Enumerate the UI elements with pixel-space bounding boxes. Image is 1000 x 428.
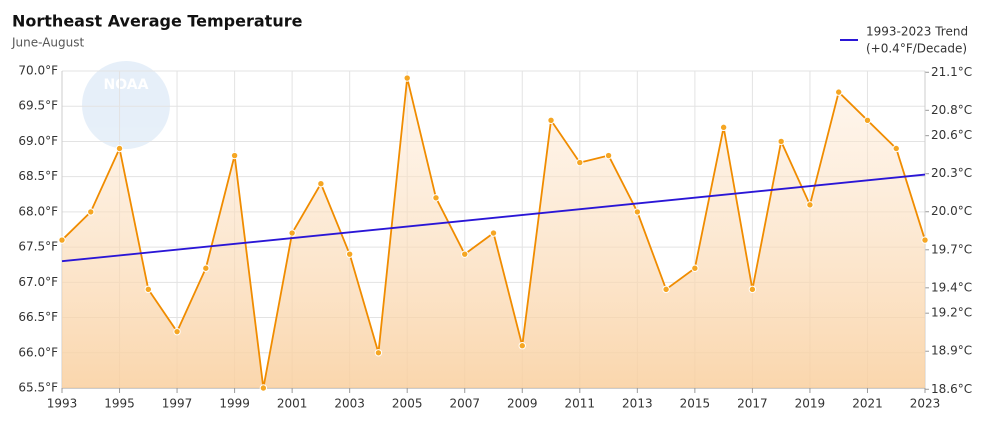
chart-subtitle: June-August bbox=[11, 36, 84, 50]
x-tick-label: 2021 bbox=[852, 397, 883, 411]
data-point bbox=[144, 285, 153, 294]
data-point bbox=[518, 342, 526, 350]
x-tick-label: 2017 bbox=[737, 397, 768, 411]
data-point bbox=[259, 384, 268, 392]
legend-label: 1993-2023 Trend bbox=[866, 25, 968, 39]
x-tick-label: 1993 bbox=[47, 397, 78, 411]
x-tick-label: 2013 bbox=[622, 397, 653, 411]
x-tick-label: 2003 bbox=[334, 397, 365, 411]
data-point bbox=[604, 151, 613, 160]
y-tick-label: 66.5°F bbox=[18, 310, 58, 324]
x-tick-label: 2001 bbox=[277, 397, 308, 411]
data-point bbox=[115, 144, 124, 153]
x-tick-label: 2023 bbox=[910, 397, 941, 411]
y-tick-label: 67.0°F bbox=[18, 275, 58, 289]
y2-tick-label: 20.8°C bbox=[931, 103, 972, 117]
logo: NOAA bbox=[82, 61, 170, 149]
data-point bbox=[230, 151, 239, 160]
x-tick-label: 2015 bbox=[680, 397, 711, 411]
y-tick-label: 70.0°F bbox=[18, 64, 58, 78]
x-tick-label: 2007 bbox=[449, 397, 480, 411]
data-point bbox=[432, 194, 440, 202]
data-point bbox=[863, 116, 872, 125]
x-tick-label: 2009 bbox=[507, 397, 538, 411]
logo-text: NOAA bbox=[104, 77, 149, 93]
data-point bbox=[921, 236, 929, 244]
y2-tick-label: 19.7°C bbox=[931, 242, 972, 256]
data-point bbox=[691, 264, 699, 272]
data-point bbox=[719, 123, 728, 132]
data-point bbox=[202, 264, 210, 272]
x-tick-label: 1997 bbox=[162, 397, 193, 411]
y-tick-label: 66.0°F bbox=[18, 345, 58, 359]
y2-tick-label: 21.1°C bbox=[931, 65, 972, 79]
data-point bbox=[173, 327, 181, 336]
data-point bbox=[345, 250, 354, 258]
data-point bbox=[461, 250, 469, 258]
logo-circle bbox=[82, 61, 170, 149]
y2-tick-label: 20.0°C bbox=[931, 204, 972, 218]
data-point bbox=[662, 285, 670, 294]
x-tick-label: 1995 bbox=[104, 397, 135, 411]
y2-tick-label: 19.4°C bbox=[931, 280, 972, 294]
y2-tick-label: 20.6°C bbox=[931, 128, 972, 142]
y-tick-label: 69.0°F bbox=[18, 134, 58, 148]
data-point bbox=[835, 88, 843, 96]
x-tick-label: 2011 bbox=[565, 397, 596, 411]
x-tick-label: 2005 bbox=[392, 397, 423, 411]
x-tick-label: 2019 bbox=[795, 397, 826, 411]
data-point bbox=[576, 158, 584, 167]
y-tick-label: 65.5°F bbox=[18, 381, 58, 395]
data-point bbox=[403, 74, 411, 82]
data-point bbox=[892, 144, 900, 153]
data-point bbox=[777, 137, 785, 146]
data-point bbox=[58, 236, 66, 244]
legend-note: (+0.4°F/Decade) bbox=[866, 42, 967, 56]
data-point bbox=[633, 208, 642, 216]
data-point bbox=[288, 229, 296, 237]
data-point bbox=[489, 229, 498, 237]
y2-tick-label: 20.3°C bbox=[931, 166, 972, 180]
data-point bbox=[748, 285, 757, 294]
trend-line bbox=[61, 173, 926, 263]
data-point bbox=[547, 116, 555, 125]
data-point bbox=[374, 349, 383, 357]
chart-title: Northeast Average Temperature bbox=[12, 12, 303, 31]
y-tick-label: 67.5°F bbox=[18, 240, 58, 254]
y-tick-label: 68.0°F bbox=[18, 204, 58, 218]
y-tick-label: 69.5°F bbox=[18, 99, 58, 113]
y2-tick-label: 18.9°C bbox=[931, 344, 972, 358]
data-point bbox=[317, 180, 325, 188]
y2-tick-label: 18.6°C bbox=[931, 382, 972, 396]
data-point bbox=[87, 208, 95, 216]
x-tick-label: 1999 bbox=[219, 397, 250, 411]
data-point bbox=[806, 201, 814, 209]
y2-tick-label: 19.2°C bbox=[931, 306, 972, 320]
y-tick-label: 68.5°F bbox=[18, 169, 58, 183]
